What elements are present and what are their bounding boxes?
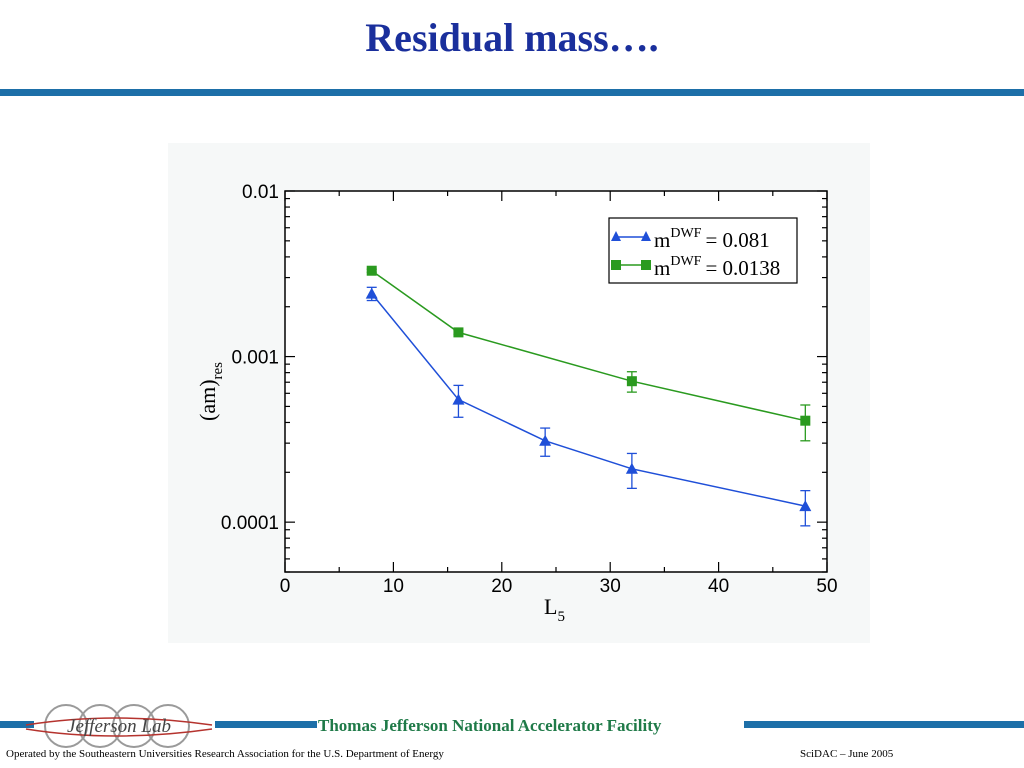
jefferson-lab-logo: Jefferson Lab bbox=[25, 704, 213, 748]
x-tick-label: 20 bbox=[491, 576, 512, 597]
series-line bbox=[371, 270, 806, 422]
x-tick-labels: 0 10 20 30 40 50 bbox=[280, 576, 838, 597]
y-tick-labels: 0.01 0.001 0.0001 bbox=[221, 182, 279, 534]
legend-prefix-1: m bbox=[654, 228, 670, 252]
data-point bbox=[626, 376, 637, 387]
x-tick-label: 0 bbox=[280, 576, 291, 597]
legend-marker-2a bbox=[611, 260, 621, 270]
x-tick-label: 50 bbox=[816, 576, 837, 597]
data-point bbox=[452, 393, 465, 405]
footer-rule-left bbox=[0, 721, 34, 728]
y-axis-title-main: (am) bbox=[195, 379, 220, 421]
title-divider bbox=[0, 89, 1024, 96]
legend-entry-2: mDWF = 0.0138 bbox=[611, 254, 780, 280]
footer-operated-by: Operated by the Southeastern Universitie… bbox=[6, 748, 444, 760]
slide-title: Residual mass…. bbox=[365, 15, 659, 60]
legend-prefix-2: m bbox=[654, 256, 670, 280]
data-point bbox=[365, 287, 378, 299]
legend-marker-2b bbox=[641, 260, 651, 270]
logo-wordmark: Jefferson Lab bbox=[67, 716, 171, 737]
legend-label-1: mDWF = 0.081 bbox=[654, 226, 770, 252]
footer-rule-middle bbox=[215, 721, 317, 728]
x-tick-label: 40 bbox=[708, 576, 729, 597]
data-point bbox=[800, 415, 811, 426]
footer-event: SciDAC – June 2005 bbox=[800, 748, 894, 760]
footer-rule-right bbox=[744, 721, 1024, 728]
x-tick-label: 30 bbox=[600, 576, 621, 597]
chart-panel: 0 10 20 30 40 50 0.01 0.001 0.0001 L5 (am)res m… bbox=[168, 143, 870, 643]
legend-marker-1a bbox=[611, 231, 621, 241]
series-1 bbox=[365, 286, 812, 527]
x-axis-title-sub: 5 bbox=[557, 609, 565, 625]
x-tick-label: 10 bbox=[383, 576, 404, 597]
legend-box bbox=[608, 217, 798, 284]
legend-sup-1: DWF bbox=[670, 226, 701, 241]
legend-marker-1b bbox=[641, 231, 651, 241]
x-axis-title-main: L bbox=[544, 594, 557, 619]
y-axis-title-sub: res bbox=[210, 362, 226, 380]
y-tick-label: 0.01 bbox=[242, 182, 279, 203]
series-2 bbox=[366, 265, 811, 442]
y-tick-label: 0.0001 bbox=[221, 513, 279, 534]
legend-entry-1: mDWF = 0.081 bbox=[611, 226, 770, 252]
data-point bbox=[799, 500, 812, 512]
data-point bbox=[539, 434, 552, 446]
data-point bbox=[625, 462, 638, 474]
y-axis-title: (am)res bbox=[195, 362, 226, 421]
series-layer bbox=[365, 265, 812, 527]
legend-value-1: = 0.081 bbox=[705, 228, 769, 252]
legend-value-2: = 0.0138 bbox=[705, 256, 780, 280]
y-tick-label: 0.001 bbox=[231, 348, 279, 369]
residual-mass-chart: 0 10 20 30 40 50 0.01 0.001 0.0001 L5 (am)res m… bbox=[195, 182, 838, 625]
data-point bbox=[366, 265, 377, 276]
legend-label-2: mDWF = 0.0138 bbox=[654, 254, 780, 280]
axis-ticks bbox=[284, 190, 828, 573]
x-axis-title: L5 bbox=[544, 594, 565, 625]
data-point bbox=[453, 327, 464, 338]
legend: mDWF = 0.081 mDWF = 0.0138 bbox=[608, 217, 798, 284]
legend-sup-2: DWF bbox=[670, 254, 701, 269]
footer-organization: Thomas Jefferson National Accelerator Fa… bbox=[318, 716, 662, 735]
